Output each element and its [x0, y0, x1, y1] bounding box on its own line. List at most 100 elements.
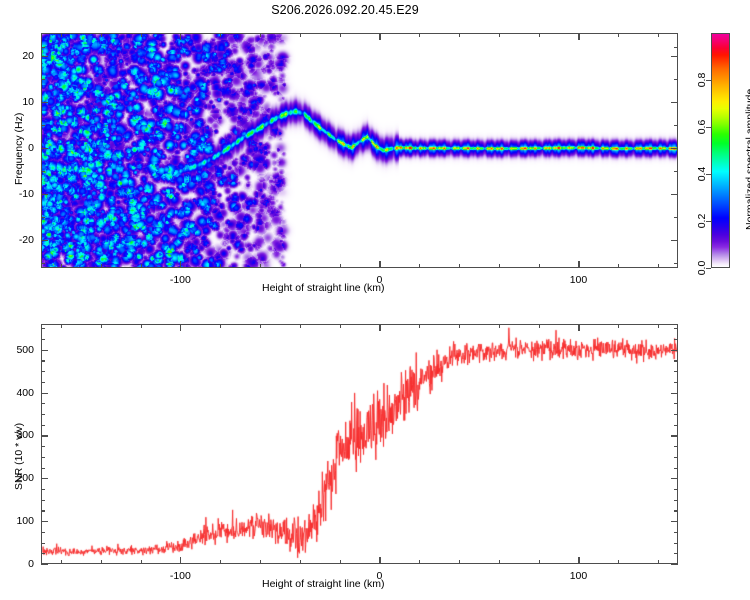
x-tick-major	[379, 261, 381, 268]
x-tick-minor	[299, 264, 301, 268]
y-tick-major	[671, 148, 678, 150]
x-tick-minor	[220, 560, 222, 564]
colorbar-label: Normalized spectral amplitude	[744, 88, 750, 230]
x-tick-minor	[220, 33, 222, 37]
y-tick-minor	[41, 499, 45, 501]
y-tick-major	[671, 564, 678, 566]
spectrogram-panel	[41, 33, 678, 268]
y-tick-label: 200	[16, 472, 34, 485]
y-tick-major	[671, 521, 678, 523]
x-tick-minor	[538, 264, 540, 268]
x-tick-label: 0	[376, 274, 383, 286]
x-tick-major	[180, 33, 182, 40]
y-tick-minor	[674, 371, 678, 373]
snr-xlabel: Height of straight line (km)	[262, 578, 385, 590]
x-tick-minor	[299, 324, 301, 328]
x-tick-minor	[220, 324, 222, 328]
y-tick-major	[41, 240, 48, 242]
x-tick-label: 0	[376, 570, 383, 582]
x-tick-minor	[658, 324, 660, 328]
x-tick-minor	[419, 264, 421, 268]
x-tick-minor	[618, 324, 620, 328]
y-tick-major	[41, 56, 48, 58]
x-tick-minor	[259, 264, 262, 268]
y-tick-minor	[674, 467, 678, 469]
x-tick-minor	[259, 33, 262, 37]
y-tick-minor	[674, 46, 678, 48]
y-tick-major	[671, 478, 678, 480]
y-tick-minor	[41, 217, 45, 219]
x-tick-minor	[459, 264, 461, 268]
x-tick-minor	[220, 264, 222, 268]
colorbar-tick	[706, 174, 711, 176]
y-tick-minor	[41, 446, 45, 448]
x-tick-minor	[339, 560, 341, 564]
snr-canvas	[41, 324, 678, 564]
y-tick-minor	[41, 125, 45, 127]
y-tick-major	[41, 564, 48, 566]
y-tick-label: 20	[22, 50, 34, 63]
x-tick-minor	[459, 560, 461, 564]
y-tick-minor	[41, 339, 45, 341]
x-tick-minor	[618, 264, 620, 268]
y-tick-label: 400	[16, 386, 34, 399]
y-tick-label: 0	[28, 142, 34, 155]
colorbar	[711, 33, 730, 268]
y-tick-major	[41, 148, 48, 150]
x-tick-minor	[498, 324, 500, 328]
spectrogram-canvas	[41, 33, 678, 268]
y-tick-minor	[674, 403, 678, 405]
y-tick-major	[671, 435, 678, 437]
colorbar-tick	[706, 127, 711, 129]
y-tick-label: 300	[16, 429, 34, 442]
y-tick-minor	[674, 456, 678, 458]
y-tick-label: -10	[18, 188, 34, 201]
x-tick-minor	[419, 324, 421, 328]
x-tick-minor	[419, 33, 421, 37]
colorbar-tick-label: 0.8	[696, 72, 708, 88]
x-tick-minor	[299, 33, 301, 37]
x-tick-major	[578, 324, 580, 331]
y-tick-minor	[41, 510, 45, 512]
x-tick-major	[578, 557, 580, 564]
x-tick-minor	[140, 560, 142, 564]
y-tick-minor	[674, 446, 678, 448]
y-tick-major	[41, 349, 48, 351]
y-tick-minor	[41, 171, 45, 173]
x-tick-minor	[339, 33, 341, 37]
y-tick-minor	[41, 467, 45, 469]
x-tick-minor	[498, 33, 500, 37]
x-tick-minor	[100, 560, 102, 564]
colorbar-tick	[706, 80, 711, 82]
x-tick-minor	[538, 324, 540, 328]
figure-title: S206.2026.092.20.45.E29	[271, 3, 419, 17]
y-tick-major	[671, 240, 678, 242]
x-tick-minor	[140, 324, 142, 328]
x-tick-minor	[339, 264, 341, 268]
y-tick-minor	[674, 542, 678, 544]
y-tick-label: 500	[16, 343, 34, 356]
y-tick-minor	[41, 263, 45, 265]
spectrogram-ylabel: Frequency (Hz)	[13, 112, 25, 185]
y-tick-major	[41, 392, 48, 394]
y-tick-minor	[41, 489, 45, 491]
y-tick-minor	[41, 328, 45, 330]
x-tick-minor	[60, 324, 62, 328]
x-tick-minor	[60, 33, 62, 37]
x-tick-label: -100	[169, 274, 191, 286]
x-tick-minor	[60, 560, 62, 564]
colorbar-tick-label: 0.6	[696, 119, 708, 135]
y-tick-major	[671, 56, 678, 58]
x-tick-major	[180, 261, 182, 268]
y-tick-major	[41, 521, 48, 523]
y-tick-label: 0	[28, 558, 34, 570]
x-tick-minor	[658, 33, 660, 37]
y-tick-minor	[674, 531, 678, 533]
y-tick-major	[41, 478, 48, 480]
y-tick-minor	[674, 339, 678, 341]
x-tick-major	[379, 33, 381, 40]
y-tick-minor	[674, 217, 678, 219]
y-tick-major	[671, 392, 678, 394]
y-tick-major	[41, 194, 48, 196]
